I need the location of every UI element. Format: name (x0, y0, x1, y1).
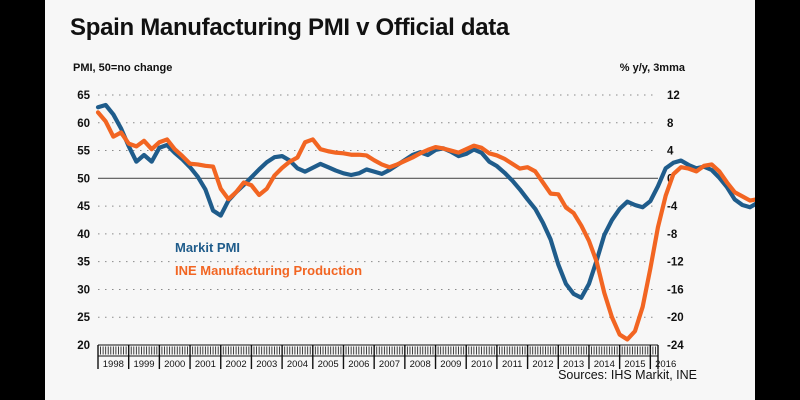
svg-text:-8: -8 (667, 229, 678, 241)
svg-text:2016: 2016 (655, 359, 676, 370)
legend-label-ine: INE Manufacturing Production (175, 263, 362, 278)
svg-text:1998: 1998 (103, 359, 124, 370)
svg-text:35: 35 (77, 257, 90, 269)
chart-sheet: Spain Manufacturing PMI v Official data … (45, 0, 755, 400)
svg-text:40: 40 (77, 229, 90, 241)
svg-text:8: 8 (667, 118, 674, 130)
svg-text:12: 12 (667, 90, 680, 102)
svg-text:2001: 2001 (195, 359, 216, 370)
svg-text:2002: 2002 (226, 359, 247, 370)
svg-text:2005: 2005 (318, 359, 339, 370)
legend-label-pmi: Markit PMI (175, 240, 240, 255)
svg-text:2015: 2015 (624, 359, 645, 370)
svg-text:-20: -20 (667, 312, 684, 324)
plot-area: 20 25 30 35 40 45 50 55 60 65 -24 -20 -16 -12 -8 -4 0 4 8 1… (45, 0, 755, 400)
svg-text:1999: 1999 (133, 359, 154, 370)
svg-text:2014: 2014 (594, 359, 615, 370)
svg-text:-16: -16 (667, 284, 684, 296)
svg-text:60: 60 (77, 118, 90, 130)
sources-note: Sources: IHS Markit, INE (558, 368, 697, 382)
svg-text:2006: 2006 (348, 359, 369, 370)
svg-text:-24: -24 (667, 340, 684, 352)
svg-text:2012: 2012 (532, 359, 553, 370)
svg-text:45: 45 (77, 201, 90, 213)
svg-text:2007: 2007 (379, 359, 400, 370)
svg-text:2000: 2000 (164, 359, 185, 370)
svg-text:50: 50 (77, 173, 90, 185)
svg-text:55: 55 (77, 146, 90, 158)
svg-text:2011: 2011 (502, 359, 522, 370)
svg-text:-12: -12 (667, 257, 684, 269)
svg-text:25: 25 (77, 312, 90, 324)
page-title: Spain Manufacturing PMI v Official data (70, 14, 510, 41)
svg-text:2004: 2004 (287, 359, 308, 370)
line-chart: 20253035404550556065-24-20-16-12-8-40481… (77, 90, 755, 370)
svg-text:2003: 2003 (256, 359, 277, 370)
svg-text:2008: 2008 (410, 359, 431, 370)
svg-text:20: 20 (77, 340, 90, 352)
svg-text:2013: 2013 (563, 359, 584, 370)
svg-text:65: 65 (77, 90, 90, 102)
left-axis-caption: PMI, 50=no change (73, 62, 173, 74)
svg-text:4: 4 (667, 146, 674, 158)
right-axis-caption: % y/y, 3mma (619, 62, 685, 74)
svg-text:2010: 2010 (471, 359, 492, 370)
svg-text:-4: -4 (667, 201, 678, 213)
svg-text:2009: 2009 (440, 359, 461, 370)
svg-text:30: 30 (77, 284, 90, 296)
